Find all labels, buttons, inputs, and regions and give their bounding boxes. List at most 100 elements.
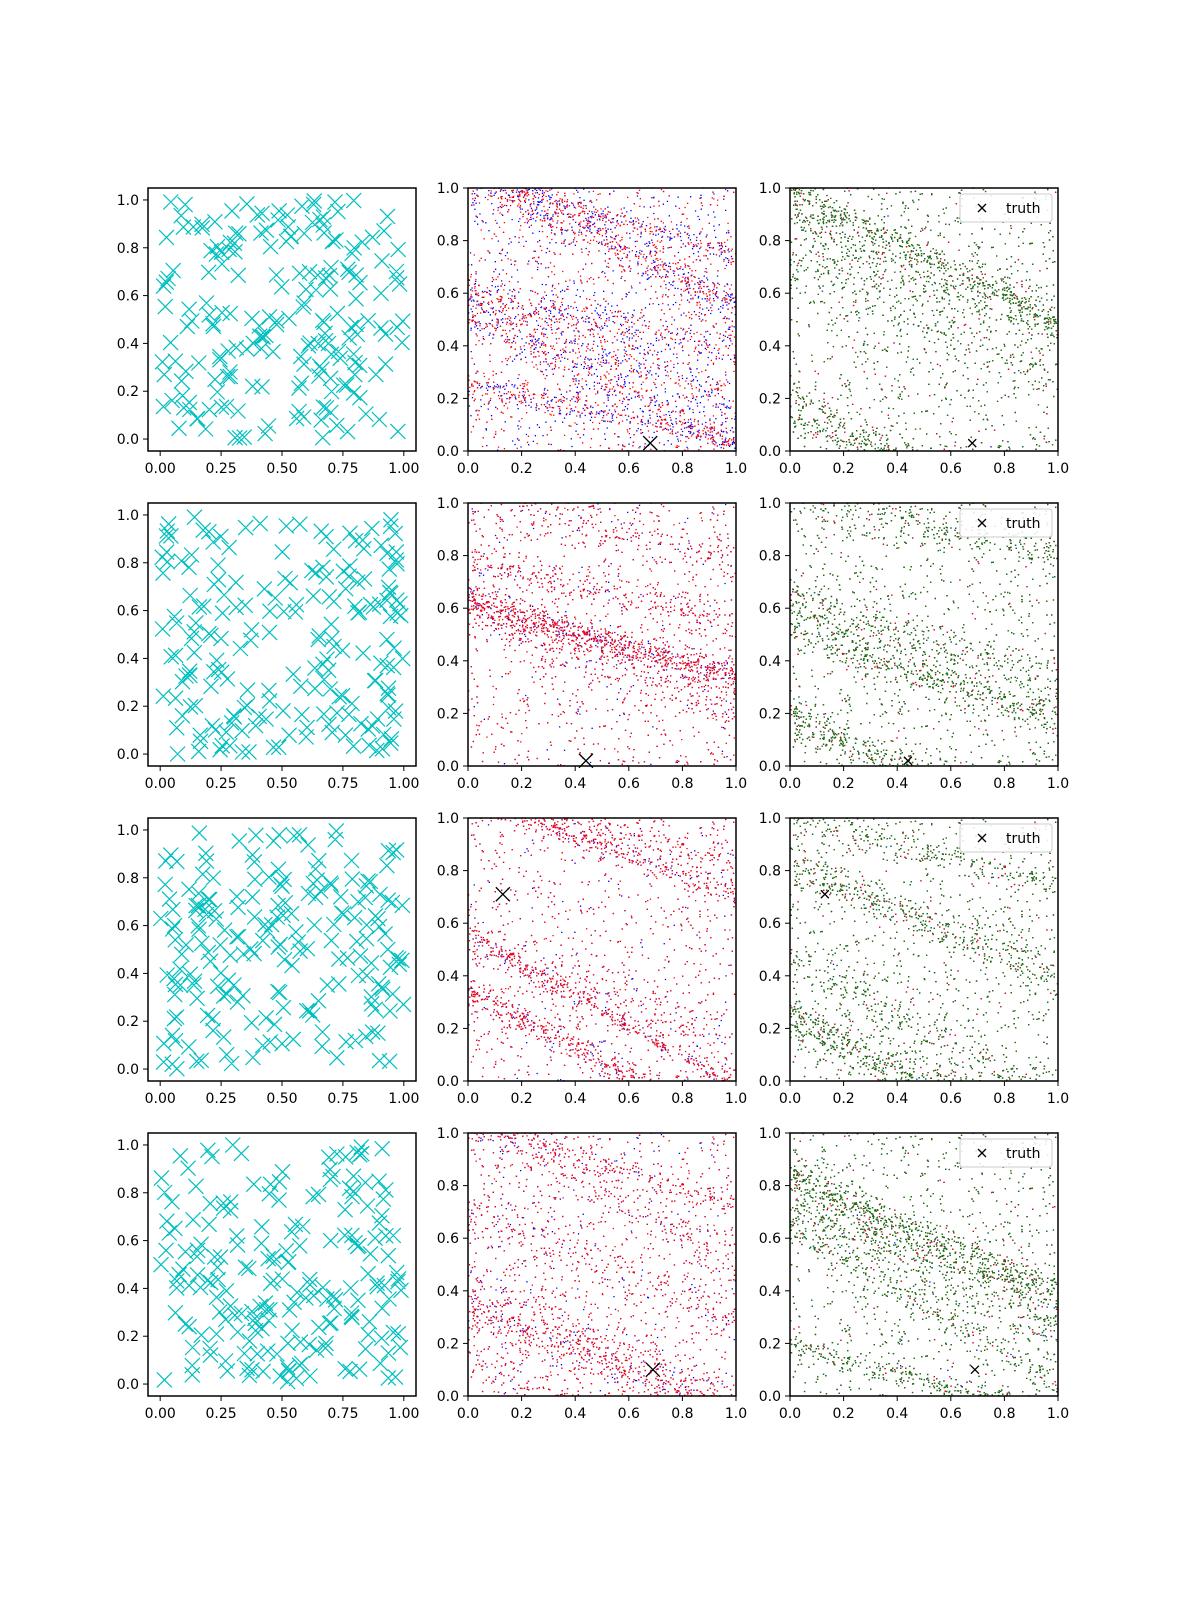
- points-group: [790, 503, 1058, 766]
- x-tick-label: 1.0: [725, 776, 747, 792]
- legend-label: truth: [1006, 831, 1040, 847]
- points-group: [153, 1137, 409, 1390]
- subplot-r3-c2: 0.0 0.2 0.4 0.6 0.8 1.0 0.0 0.2 0.4 0.6 0.8 1.0: [437, 811, 747, 1107]
- x-tick-label: 0.8: [671, 461, 693, 477]
- x-tick-label: 0.8: [993, 776, 1015, 792]
- x-tick-label: 0.0: [779, 461, 801, 477]
- x-tick-label: 0.6: [618, 776, 640, 792]
- x-tick-label: 0.6: [618, 461, 640, 477]
- particle-series-2: [468, 188, 736, 451]
- y-tick-label: 0.0: [117, 1377, 139, 1393]
- x-tick-label: 0.2: [832, 776, 854, 792]
- x-tick-label: 0.2: [832, 1091, 854, 1107]
- particle-series-1: [468, 503, 736, 766]
- y-tick-label: 0.2: [117, 699, 139, 715]
- y-tick-label: 0.6: [759, 286, 781, 302]
- particle-series-2: [468, 818, 736, 1081]
- y-tick-label: 0.0: [437, 444, 459, 460]
- y-tick-label: 1.0: [437, 496, 459, 512]
- y-tick-label: 0.2: [759, 1336, 781, 1352]
- x-tick-label: 0.8: [671, 776, 693, 792]
- axes-frame: [789, 1132, 1059, 1397]
- x-tick-label: 0.75: [327, 1091, 358, 1107]
- y-tick-label: 0.0: [759, 444, 781, 460]
- points-group: [468, 818, 736, 1081]
- y-tick-label: 0.8: [759, 549, 781, 565]
- x-tick-label: 0.6: [940, 1406, 962, 1422]
- x-tick-label: 0.00: [145, 461, 176, 477]
- y-tick-label: 0.8: [437, 864, 459, 880]
- x-tick-label: 0.8: [671, 1406, 693, 1422]
- legend-box: [959, 508, 1053, 538]
- particle-series-2: [790, 818, 1058, 1081]
- x-tick-label: 0.8: [993, 461, 1015, 477]
- y-tick-label: 0.4: [759, 969, 781, 985]
- y-tick-label: 0.4: [117, 336, 139, 352]
- y-tick-label: 0.8: [437, 549, 459, 565]
- y-tick-label: 0.8: [117, 871, 139, 887]
- x-tick-label: 0.50: [266, 776, 297, 792]
- y-tick-label: 1.0: [759, 811, 781, 827]
- particle-series-1: [790, 503, 1058, 766]
- legend-label: truth: [1006, 516, 1040, 532]
- y-tick-label: 0.2: [759, 391, 781, 407]
- y-tick-label: 0.6: [117, 1234, 139, 1250]
- y-tick-label: 0.4: [437, 969, 459, 985]
- x-tick-label: 0.6: [618, 1406, 640, 1422]
- x-tick-label: 0.4: [886, 461, 908, 477]
- y-tick-label: 0.0: [437, 1074, 459, 1090]
- x-tick-label: 0.2: [832, 461, 854, 477]
- x-tick-label: 1.0: [725, 1091, 747, 1107]
- y-tick-label: 0.0: [437, 759, 459, 775]
- legend-marker-x-icon: [977, 833, 987, 843]
- subplot-r4-c1: 0.00 0.25 0.50 0.75 1.00 0.0 0.2 0.4 0.6 0.8 1.0: [117, 1132, 419, 1422]
- x-tick-label: 0.00: [145, 1406, 176, 1422]
- y-tick-label: 0.2: [117, 384, 139, 400]
- truth-marker: [645, 1362, 661, 1378]
- x-tick-label: 0.8: [993, 1406, 1015, 1422]
- y-tick-label: 0.6: [117, 289, 139, 305]
- x-tick-label: 0.2: [510, 1091, 532, 1107]
- particle-series-3: [790, 188, 1058, 451]
- points-group: [152, 822, 412, 1077]
- axes-frame: [467, 502, 737, 767]
- legend-label: truth: [1006, 1146, 1040, 1162]
- y-tick-label: 0.8: [437, 234, 459, 250]
- particle-series-1: [468, 818, 736, 1081]
- truth-marker: [970, 1365, 980, 1375]
- truth-marker: [495, 886, 511, 902]
- x-tick-label: 0.2: [832, 1406, 854, 1422]
- y-tick-label: 1.0: [437, 181, 459, 197]
- x-tick-label: 0.0: [457, 1406, 479, 1422]
- y-tick-label: 0.4: [759, 339, 781, 355]
- x-tick-label: 1.0: [1047, 1406, 1069, 1422]
- y-tick-label: 0.6: [759, 916, 781, 932]
- y-tick-label: 0.2: [437, 391, 459, 407]
- points-group: [468, 188, 736, 451]
- x-tick-label: 0.2: [510, 461, 532, 477]
- x-tick-label: 0.50: [266, 1406, 297, 1422]
- points-group: [154, 192, 411, 446]
- y-tick-label: 0.4: [117, 651, 139, 667]
- legend-marker-x-icon: [977, 203, 987, 213]
- x-tick-label: 0.6: [940, 776, 962, 792]
- x-tick-label: 0.8: [671, 1091, 693, 1107]
- x-tick-label: 0.0: [779, 776, 801, 792]
- x-tick-label: 0.4: [564, 1091, 586, 1107]
- y-tick-label: 0.8: [117, 556, 139, 572]
- x-tick-label: 0.50: [266, 1091, 297, 1107]
- x-tick-label: 0.8: [993, 1091, 1015, 1107]
- y-tick-label: 1.0: [117, 508, 139, 524]
- x-tick-label: 0.25: [206, 1406, 237, 1422]
- y-tick-label: 0.8: [759, 234, 781, 250]
- x-tick-label: 0.25: [206, 1091, 237, 1107]
- legend-marker-x-icon: [977, 518, 987, 528]
- y-tick-label: 0.0: [759, 1389, 781, 1405]
- y-tick-label: 0.0: [759, 1074, 781, 1090]
- axes-frame: [147, 817, 417, 1082]
- particle-series-2: [790, 503, 1058, 766]
- legend: truth: [959, 193, 1053, 223]
- y-tick-label: 1.0: [759, 1126, 781, 1142]
- x-tick-label: 0.0: [779, 1406, 801, 1422]
